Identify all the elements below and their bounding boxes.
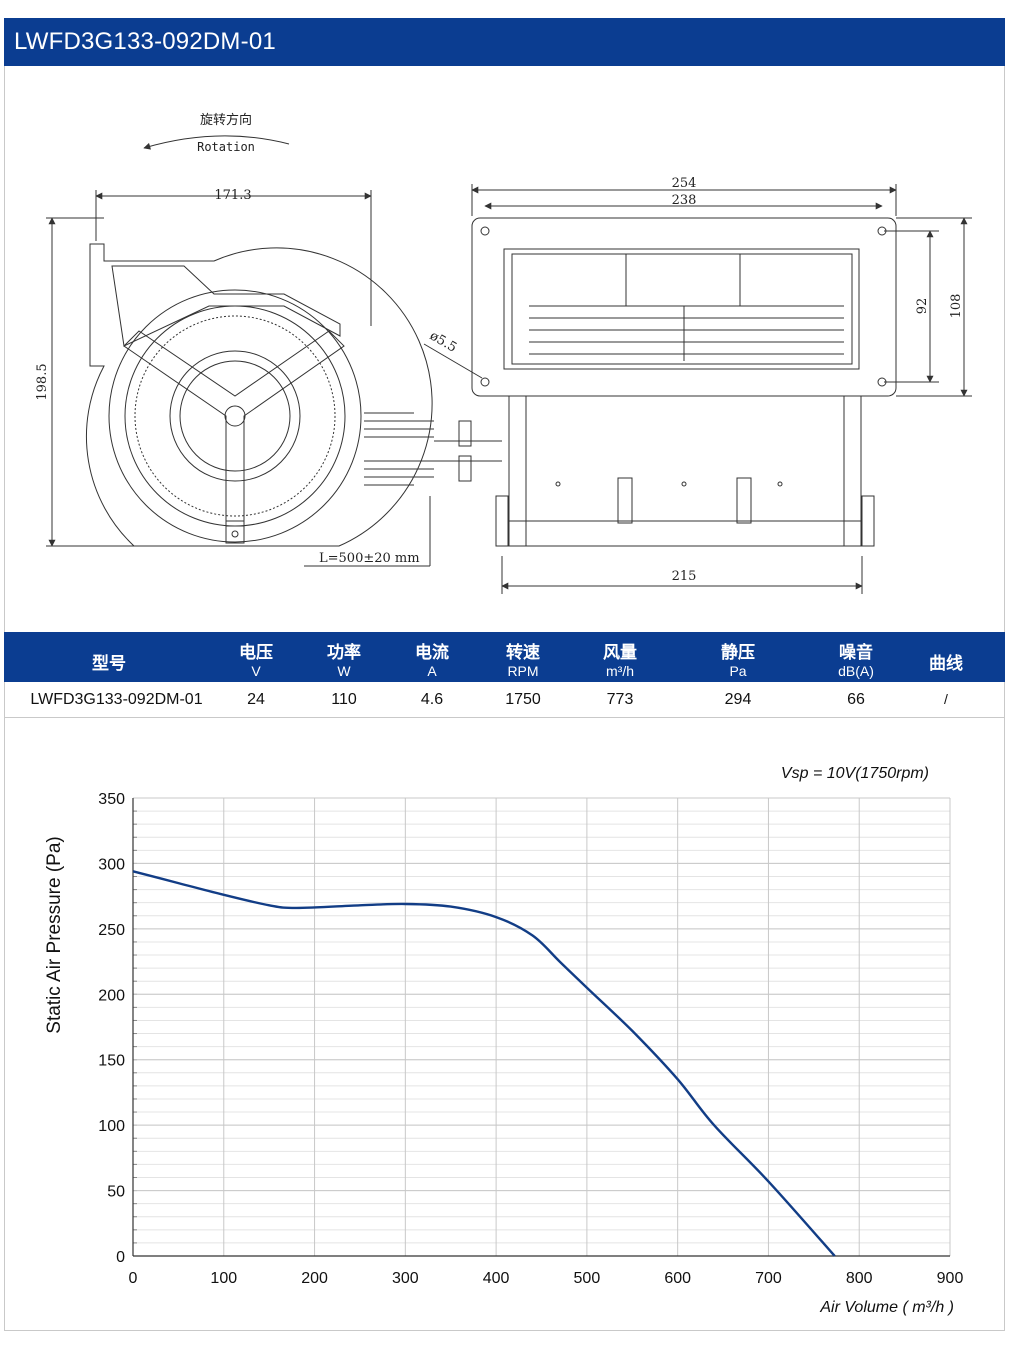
y-tick-label: 300 <box>98 856 125 873</box>
x-tick-label: 500 <box>574 1270 601 1287</box>
cell-speed: 1750 <box>505 691 541 708</box>
y-tick-label: 0 <box>116 1249 125 1266</box>
x-tick-label: 900 <box>937 1270 964 1287</box>
x-tick-label: 400 <box>483 1270 510 1287</box>
x-tick-label: 700 <box>755 1270 782 1287</box>
cell-noise: 66 <box>847 691 865 708</box>
header-pressure: 静压 Pa <box>721 643 755 679</box>
y-tick-label: 50 <box>107 1184 125 1201</box>
impeller-outer <box>108 289 362 543</box>
motor-hub <box>224 405 246 427</box>
y-tick-label: 350 <box>98 791 125 808</box>
y-tick-label: 250 <box>98 922 125 939</box>
chart-svg: 0 50 100 150 200 250 300 350 0 100 200 300 400 500 600… <box>44 765 963 1316</box>
cell-model: LWFD3G133-092DM-01 <box>30 691 203 708</box>
cell-power: 110 <box>331 691 357 708</box>
technical-drawing: 旋转方向 Rotation 171.3 198.5 ø5.5 L=500±20 … <box>4 66 1005 632</box>
y-axis-title: Static Air Pressure (Pa) <box>44 836 65 1033</box>
chart-annotation: Vsp = 10V(1750rpm) <box>781 765 929 782</box>
x-tick-label: 300 <box>392 1270 419 1287</box>
header-model: 型号 <box>92 654 126 673</box>
header-speed: 转速 RPM <box>506 643 540 679</box>
header-curve: 曲线 <box>929 654 963 673</box>
rotation-label-cn: 旋转方向 <box>200 112 252 128</box>
header-current: 电流 A <box>415 643 449 679</box>
spec-table-header: 型号 电压 V 功率 W 电流 A 转速 RPM 风量 m³/h 静压 Pa 噪… <box>4 632 1005 682</box>
chart-ticks: 0 50 100 150 200 250 300 350 0 100 200 300 400 500 600… <box>98 791 963 1287</box>
x-tick-label: 600 <box>664 1270 691 1287</box>
dim-width: 171.3 <box>214 188 251 203</box>
cable-leads <box>364 412 502 486</box>
dim-92: 92 <box>915 298 930 315</box>
title-bar: LWFD3G133-092DM-01 <box>4 18 1005 66</box>
y-tick-label: 150 <box>98 1053 125 1070</box>
y-tick-label: 100 <box>98 1118 125 1135</box>
fan-housing <box>86 243 433 547</box>
dim-254: 254 <box>672 176 697 191</box>
x-tick-label: 0 <box>129 1270 138 1287</box>
blower-body <box>508 395 862 547</box>
dim-height: 198.5 <box>35 363 50 400</box>
cell-pressure: 294 <box>724 691 752 708</box>
chart-grid <box>132 797 951 1257</box>
x-tick-label: 100 <box>210 1270 237 1287</box>
performance-chart: 0 50 100 150 200 250 300 350 0 100 200 300 400 500 600… <box>4 740 1005 1330</box>
drawing-svg: 旋转方向 Rotation 171.3 198.5 ø5.5 L=500±20 … <box>35 112 972 594</box>
x-tick-label: 800 <box>846 1270 873 1287</box>
header-power: 功率 W <box>327 643 361 679</box>
cell-current: 4.6 <box>420 691 444 708</box>
outlet-slats <box>529 305 844 361</box>
outlet-opening <box>503 248 860 370</box>
rotation-label-en: Rotation <box>197 140 255 154</box>
y-tick-label: 200 <box>98 987 125 1004</box>
support-bracket <box>123 330 345 527</box>
header-airflow: 风量 m³/h <box>603 643 637 679</box>
rotation-arrow <box>143 135 290 150</box>
dim-238: 238 <box>672 193 697 208</box>
dim-108: 108 <box>949 294 964 319</box>
x-tick-label: 200 <box>301 1270 328 1287</box>
cell-curve: / <box>944 691 948 707</box>
cell-airflow: 773 <box>606 691 634 708</box>
cell-voltage: 24 <box>247 691 265 708</box>
dim-hole: ø5.5 <box>427 328 459 355</box>
dim-cable: L=500±20 mm <box>319 551 420 566</box>
pressure-curve <box>132 870 836 1257</box>
header-noise: 噪音 dB(A) <box>838 643 874 679</box>
x-axis-title: Air Volume ( m³/h ) <box>819 1299 954 1316</box>
header-voltage: 电压 V <box>239 643 273 679</box>
dim-215: 215 <box>672 569 697 584</box>
page-title: LWFD3G133-092DM-01 <box>14 28 276 55</box>
spec-table-row: LWFD3G133-092DM-01 24 110 4.6 1750 773 2… <box>4 682 1005 718</box>
